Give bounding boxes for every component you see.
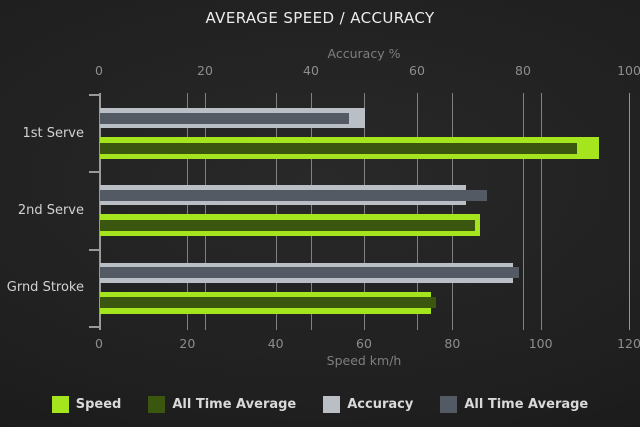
bottom-gridline: [364, 93, 365, 330]
category-label: Grnd Stroke: [6, 280, 84, 296]
bottom-tick-label: 20: [179, 336, 196, 351]
top-tick-label: 60: [409, 63, 425, 78]
top-axis-title: Accuracy %: [327, 46, 401, 61]
all-time-average-bar: [100, 267, 519, 279]
all-time-average-bar: [100, 219, 476, 231]
bottom-tick-label: 60: [356, 336, 372, 351]
top-gridline: [311, 93, 312, 330]
all-time-average-bar: [100, 142, 577, 154]
legend-swatch-icon: [440, 396, 458, 413]
legend-label: All Time Average: [172, 397, 297, 412]
bottom-gridline: [452, 93, 454, 330]
legend-swatch-icon: [323, 396, 341, 413]
top-tick-label: 20: [197, 63, 213, 78]
bottom-tick-label: 40: [267, 336, 284, 351]
legend-swatch-icon: [148, 396, 166, 413]
bottom-axis-title: Speed km/h: [326, 353, 402, 368]
category-label: 1st Serve: [22, 125, 84, 141]
legend-label: All Time Average: [464, 397, 589, 412]
top-tick-label: 100: [617, 63, 640, 78]
y-axis-group-tick: [89, 94, 99, 96]
all-time-average-bar: [100, 112, 350, 124]
bottom-gridline: [540, 93, 542, 330]
category-label: 2nd Serve: [17, 203, 84, 218]
bottom-tick-label: 0: [95, 336, 103, 351]
legend: Speed All Time Average Accuracy All Time Av…: [0, 396, 640, 413]
legend-label: Accuracy: [347, 397, 414, 412]
y-axis-group-tick: [89, 326, 99, 328]
top-gridline: [523, 93, 524, 330]
top-tick-label: 80: [515, 63, 531, 78]
legend-item: All Time Average: [440, 396, 588, 413]
legend-item: All Time Average: [148, 396, 296, 413]
top-gridline: [205, 93, 206, 330]
bottom-tick-label: 120: [617, 336, 640, 351]
bottom-gridline: [187, 93, 189, 330]
bottom-gridline: [275, 93, 277, 330]
chart-title: AVERAGE SPEED / ACCURACY: [205, 9, 435, 27]
top-gridline: [417, 93, 418, 330]
y-axis-group-tick: [89, 248, 99, 251]
top-tick-label: 0: [95, 63, 103, 78]
y-axis-line: [99, 93, 101, 330]
y-axis-group-tick: [89, 171, 99, 174]
legend-swatch-icon: [51, 396, 69, 413]
all-time-average-bar: [100, 297, 436, 309]
legend-item: Accuracy: [323, 396, 413, 413]
all-time-average-bar: [100, 189, 487, 201]
bottom-tick-label: 80: [444, 336, 461, 351]
bottom-tick-label: 100: [528, 336, 553, 351]
legend-item: Speed: [51, 396, 122, 413]
top-tick-label: 40: [303, 63, 319, 78]
bottom-gridline: [629, 93, 630, 330]
legend-label: Speed: [75, 397, 122, 412]
